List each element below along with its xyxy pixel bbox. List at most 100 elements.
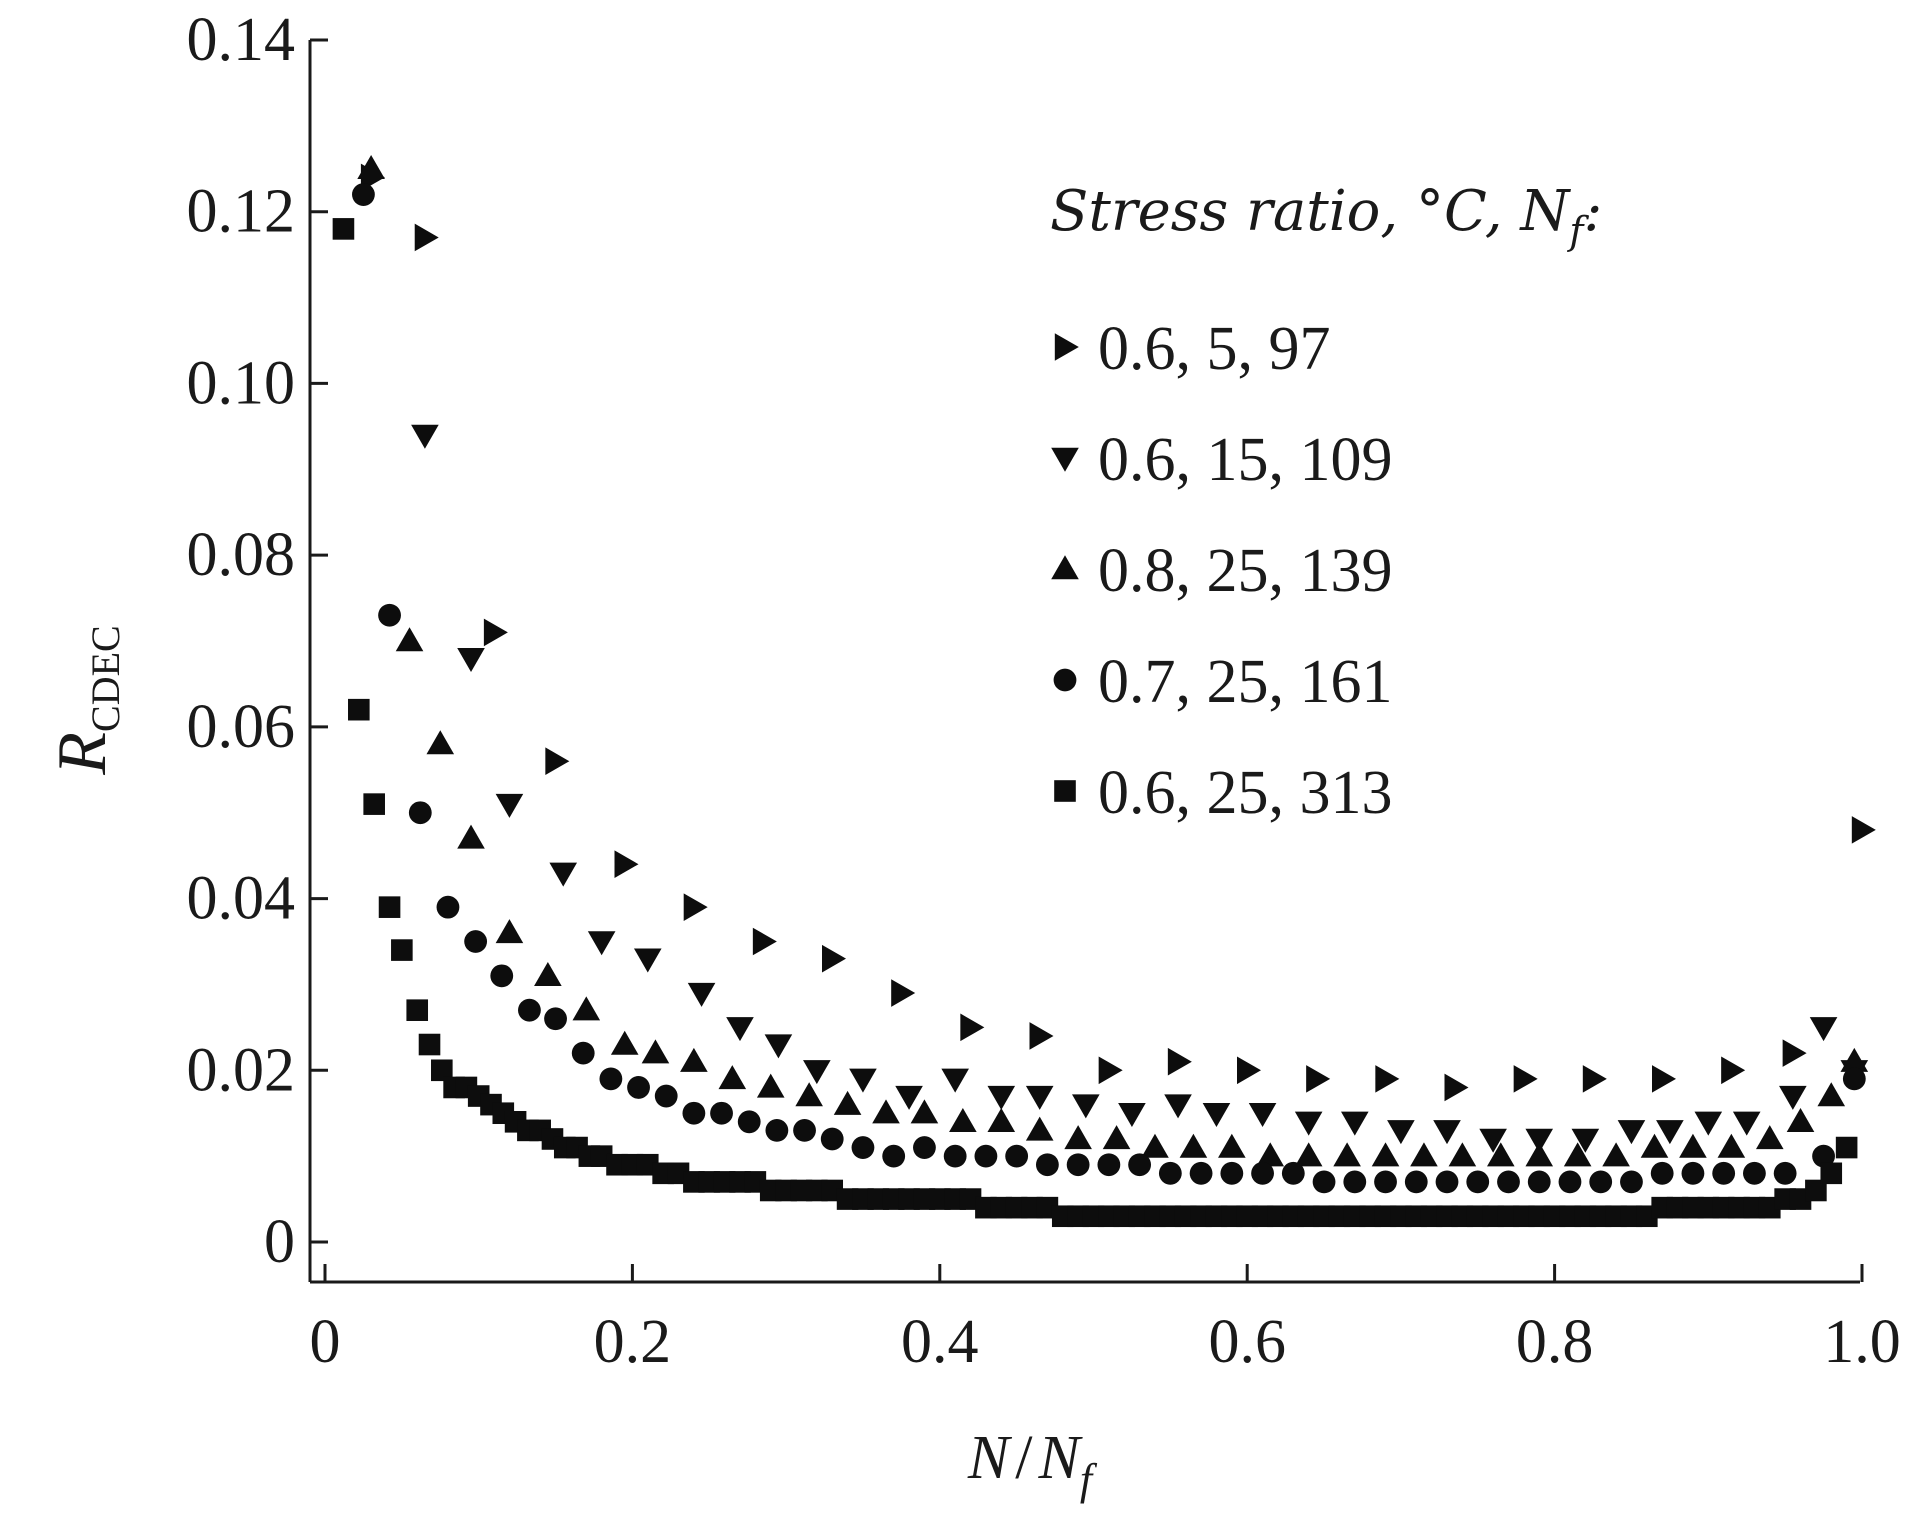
data-point-square: [332, 218, 355, 240]
data-point-square: [378, 896, 401, 918]
data-point-triangle-up: [1817, 1082, 1846, 1107]
series-4: [352, 183, 1866, 1194]
data-point-triangle-up: [949, 1108, 977, 1132]
data-point-triangle-right: [483, 618, 508, 647]
data-point-triangle-up: [1640, 1133, 1669, 1158]
data-point-triangle-down: [1387, 1120, 1415, 1145]
data-point-triangle-up: [572, 996, 601, 1021]
data-point-triangle-up: [1717, 1133, 1746, 1158]
data-point-square: [1820, 1162, 1843, 1185]
data-point-triangle-down: [1340, 1111, 1369, 1136]
data-point-circle: [913, 1136, 936, 1159]
data-point-triangle-right: [1306, 1065, 1331, 1093]
legend-label: 0.8, 25, 139: [1098, 537, 1393, 605]
data-point-triangle-down: [1248, 1103, 1277, 1128]
data-point-circle: [1497, 1170, 1520, 1194]
data-point-triangle-up: [1371, 1142, 1400, 1167]
x-tick-label: 1.0: [1823, 1308, 1901, 1376]
data-point-triangle-down: [1617, 1120, 1646, 1145]
legend-marker-triangle-right: [1054, 333, 1079, 361]
legend-label: 0.6, 5, 97: [1098, 315, 1331, 383]
data-point-triangle-right: [1375, 1065, 1400, 1093]
data-point-triangle-up: [1102, 1125, 1131, 1150]
data-point-circle: [627, 1076, 650, 1099]
data-point-triangle-up: [1786, 1108, 1815, 1132]
data-point-triangle-up: [1025, 1116, 1054, 1141]
data-point-triangle-down: [1732, 1111, 1761, 1136]
data-point-square: [418, 1033, 441, 1056]
x-tick-label: 0.6: [1208, 1308, 1286, 1376]
y-tick-label: 0.04: [187, 865, 296, 933]
data-point-circle: [1681, 1161, 1705, 1185]
data-point-triangle-down: [941, 1068, 969, 1093]
data-point-triangle-up: [1679, 1133, 1707, 1158]
data-point-circle: [1435, 1170, 1459, 1194]
data-point-triangle-up: [718, 1065, 747, 1090]
data-point-triangle-down: [895, 1085, 923, 1110]
x-axis-title: N/Nf: [967, 1424, 1098, 1504]
data-point-circle: [1312, 1170, 1336, 1194]
x-ticks: 0 0.2 0.4 0.6 0.8 1.0: [310, 1264, 1901, 1376]
data-point-circle: [1812, 1144, 1835, 1168]
data-point-triangle-up: [1256, 1142, 1285, 1167]
data-point-triangle-right: [1167, 1047, 1192, 1076]
data-point-triangle-down: [457, 647, 485, 672]
data-point-circle: [1035, 1153, 1059, 1177]
y-tick-label: 0.10: [187, 349, 296, 417]
data-point-triangle-up: [1525, 1142, 1554, 1167]
data-point-circle: [599, 1067, 623, 1091]
data-point-triangle-right: [1513, 1065, 1538, 1093]
data-point-triangle-up: [1179, 1133, 1208, 1158]
data-point-circle: [1005, 1144, 1029, 1168]
data-point-triangle-down: [1164, 1094, 1192, 1119]
data-point-circle: [1281, 1161, 1305, 1185]
legend: Stress ratio, °C, Nf: 0.6, 5, 97 0.6, 15,…: [1050, 179, 1602, 827]
data-point-circle: [820, 1127, 844, 1151]
data-point-triangle-up: [1487, 1142, 1515, 1167]
data-point-triangle-right: [1582, 1065, 1607, 1093]
data-point-circle: [1620, 1170, 1643, 1194]
data-point-triangle-up: [1294, 1142, 1323, 1167]
data-point-triangle-right: [545, 747, 570, 775]
data-point-circle: [943, 1144, 967, 1168]
data-point-triangle-up: [495, 919, 524, 944]
data-point-circle: [1558, 1170, 1582, 1194]
y-tick-label: 0.14: [187, 6, 296, 74]
data-point-triangle-down: [411, 424, 439, 449]
data-point-circle: [544, 1007, 567, 1031]
data-point-triangle-up: [357, 154, 385, 179]
x-tick-label: 0.4: [901, 1308, 979, 1376]
legend-items: 0.6, 5, 97 0.6, 15, 109 0.8, 25, 139 0.7, 2…: [1051, 315, 1393, 827]
data-point-triangle-right: [960, 1013, 985, 1042]
data-point-square: [1805, 1179, 1827, 1202]
data-point-triangle-down: [495, 793, 524, 818]
data-point-circle: [436, 895, 460, 919]
data-point-triangle-up: [833, 1090, 862, 1115]
data-point-triangle-down: [587, 931, 616, 956]
axes: [308, 40, 1860, 1284]
legend-marker-square: [1054, 780, 1076, 802]
data-point-circle: [1404, 1170, 1428, 1194]
series-3: [357, 154, 1869, 1167]
data-point-triangle-down: [849, 1068, 877, 1093]
data-point-circle: [1189, 1161, 1213, 1185]
data-point-triangle-up: [756, 1073, 785, 1098]
data-point-circle: [1374, 1170, 1397, 1194]
x-tick-label: 0.2: [594, 1308, 672, 1376]
data-point-triangle-down: [1433, 1120, 1461, 1145]
data-point-circle: [1712, 1161, 1736, 1185]
data-point-circle: [974, 1144, 998, 1168]
data-point-circle: [737, 1110, 761, 1134]
data-point-circle: [1097, 1153, 1121, 1177]
y-tick-label: 0.12: [187, 178, 296, 246]
data-point-triangle-down: [633, 948, 662, 973]
data-point-triangle-up: [1333, 1142, 1361, 1167]
y-tick-label: 0.08: [187, 521, 296, 589]
data-point-triangle-up: [1218, 1133, 1246, 1158]
data-point-triangle-right: [1651, 1065, 1676, 1093]
y-tick-label: 0.06: [187, 693, 296, 761]
series-1: [360, 163, 1876, 1102]
data-point-triangle-right: [1098, 1056, 1123, 1085]
data-point-circle: [1650, 1161, 1674, 1185]
